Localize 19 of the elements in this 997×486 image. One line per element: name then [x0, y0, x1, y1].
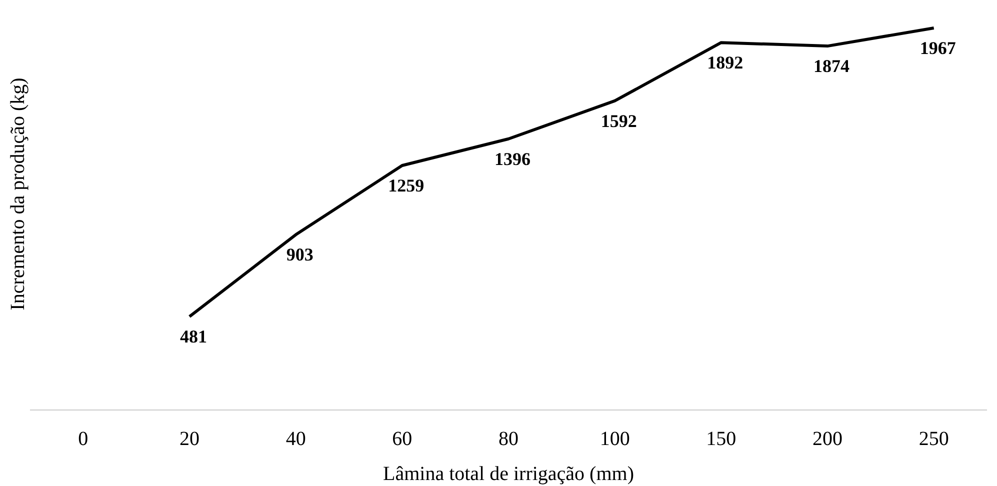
data-label: 1396 — [494, 148, 530, 169]
data-label: 1967 — [920, 38, 956, 58]
x-tick-label: 0 — [78, 428, 88, 450]
y-axis-title: Incremento da produção (kg) — [7, 78, 29, 310]
x-tick-label: 40 — [286, 428, 306, 450]
data-label: 481 — [180, 326, 207, 347]
data-label: 1259 — [388, 175, 424, 196]
x-tick-label: 150 — [706, 428, 736, 450]
x-tick-label: 60 — [392, 428, 412, 450]
x-tick-label: 20 — [180, 428, 200, 450]
x-tick-label: 80 — [498, 428, 518, 450]
x-tick-label: 200 — [812, 428, 842, 450]
x-tick-label: 250 — [918, 428, 949, 450]
data-label: 903 — [286, 244, 314, 265]
x-tick-label: 100 — [600, 428, 630, 450]
data-label: 1892 — [707, 52, 744, 73]
data-label: 1592 — [600, 110, 637, 131]
data-label: 1874 — [814, 56, 850, 76]
x-axis-title: Lâmina total de irrigação (mm) — [382, 463, 634, 485]
